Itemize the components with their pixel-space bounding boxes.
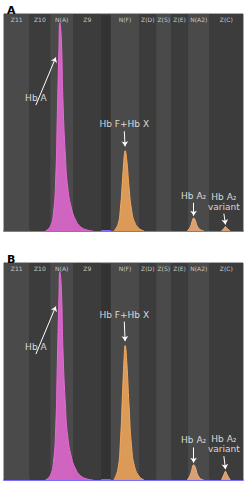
svg-text:Hb A: Hb A [25,342,47,352]
svg-text:Z11: Z11 [10,15,23,23]
svg-text:Z(E): Z(E) [173,265,186,272]
svg-text:variant: variant [208,202,240,212]
svg-text:Z(D): Z(D) [141,265,154,272]
svg-text:Z9: Z9 [83,16,91,23]
svg-text:Hb A₂: Hb A₂ [211,192,236,202]
svg-text:A: A [7,4,16,17]
svg-text:variant: variant [208,444,240,454]
svg-text:Hb A₂: Hb A₂ [181,191,206,201]
svg-text:N(F): N(F) [119,265,132,272]
svg-text:Hb A₂: Hb A₂ [211,434,236,444]
svg-text:Z(E): Z(E) [173,16,186,23]
svg-text:N(A): N(A) [55,16,68,23]
svg-text:Hb A: Hb A [25,93,47,103]
svg-text:Z(S): Z(S) [157,265,170,272]
svg-text:Hb F+Hb X: Hb F+Hb X [100,310,150,320]
svg-text:Z(C): Z(C) [220,265,233,272]
svg-text:Z11: Z11 [10,264,23,272]
svg-text:Z(D): Z(D) [141,16,154,23]
svg-text:Z(C): Z(C) [220,16,233,23]
svg-text:Z(S): Z(S) [157,16,170,23]
svg-text:N(A): N(A) [55,265,68,272]
svg-text:N(F): N(F) [119,16,132,23]
svg-text:N(A2): N(A2) [190,16,207,23]
svg-text:Hb A₂: Hb A₂ [181,435,206,445]
svg-text:Z10: Z10 [34,265,46,272]
svg-text:Z9: Z9 [83,265,91,272]
svg-text:N(A2): N(A2) [190,265,207,272]
svg-text:Hb F+Hb X: Hb F+Hb X [100,119,150,129]
svg-text:B: B [7,253,15,266]
svg-text:Z10: Z10 [34,16,46,23]
